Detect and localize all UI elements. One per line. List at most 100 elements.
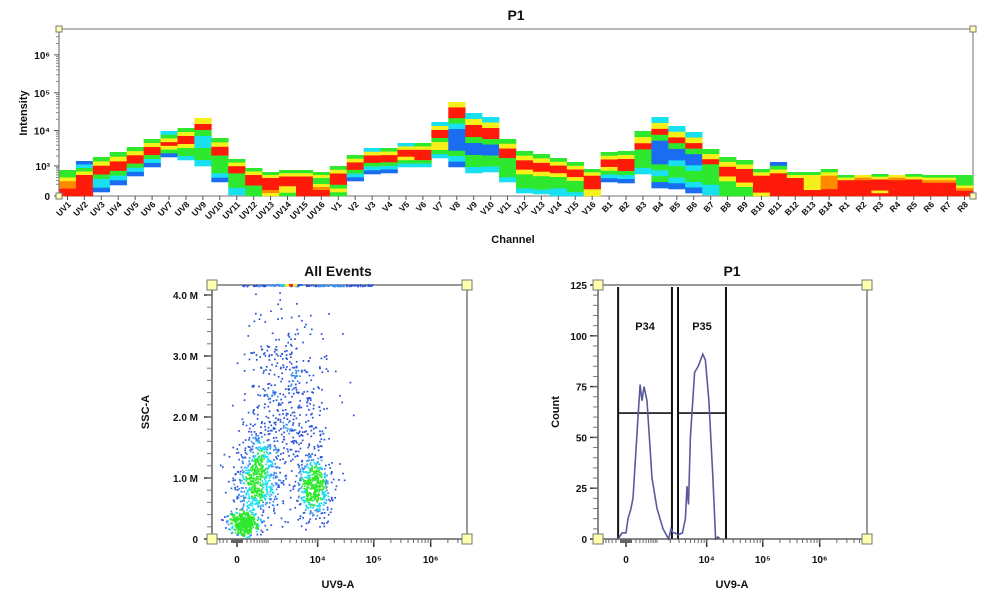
density-band: [431, 126, 449, 131]
event-dot: [253, 443, 255, 445]
event-dot: [311, 470, 313, 472]
density-band: [228, 169, 246, 174]
channel-tick-label: UV8: [173, 199, 192, 218]
event-dot: [308, 443, 311, 445]
event-dot: [280, 398, 283, 401]
event-dot: [302, 360, 305, 362]
resize-handle[interactable]: [592, 279, 604, 291]
resize-handle[interactable]: [969, 25, 977, 33]
event-dot: [288, 401, 290, 404]
event-dot: [305, 430, 307, 433]
event-dot: [280, 428, 282, 430]
resize-handle[interactable]: [861, 279, 873, 291]
density-band: [312, 193, 331, 197]
resize-handle[interactable]: [55, 25, 63, 33]
density-band: [245, 188, 263, 193]
resize-handle[interactable]: [461, 279, 473, 291]
gate-P35[interactable]: P35: [677, 287, 727, 539]
event-dot: [271, 363, 273, 366]
event-dot: [267, 474, 270, 476]
density-band: [228, 166, 246, 171]
density-band: [295, 186, 314, 190]
channel-tick-label: B8: [718, 199, 733, 214]
event-dot: [269, 401, 272, 404]
event-dot: [288, 455, 290, 457]
event-dot: [307, 494, 310, 497]
event-dot: [230, 487, 233, 490]
event-dot: [299, 517, 301, 520]
event-dot: [264, 498, 267, 501]
event-dot: [255, 439, 258, 442]
density-band: [211, 151, 229, 156]
resize-handle[interactable]: [861, 533, 873, 545]
event-dot: [236, 532, 239, 535]
event-dot: [262, 448, 264, 451]
event-dot: [309, 471, 312, 473]
event-dot: [262, 441, 265, 444]
density-band: [346, 166, 364, 171]
density-band: [431, 138, 449, 143]
density-band: [312, 172, 331, 176]
resize-handle[interactable]: [969, 192, 977, 200]
event-dot: [317, 480, 320, 482]
event-dot: [250, 440, 253, 443]
event-dot: [248, 474, 250, 476]
channel-column-UV4: [109, 152, 128, 186]
event-dot: [236, 519, 238, 522]
event-dot: [306, 479, 309, 482]
event-dot: [288, 336, 291, 338]
channel-column-V15: [566, 161, 585, 197]
resize-handles[interactable]: [55, 25, 977, 545]
event-dot: [305, 460, 308, 462]
density-band: [854, 188, 872, 192]
event-dot: [254, 482, 257, 484]
event-dot: [268, 432, 271, 435]
density-band: [211, 138, 229, 143]
event-dot: [247, 500, 250, 503]
density-band: [685, 132, 703, 138]
resize-handle[interactable]: [592, 533, 604, 545]
resize-handle[interactable]: [206, 533, 218, 545]
event-dot: [313, 461, 316, 464]
event-dot: [309, 456, 312, 458]
resize-handle[interactable]: [55, 192, 63, 200]
density-band: [448, 107, 466, 114]
event-dot: [253, 523, 256, 526]
resize-handle[interactable]: [206, 279, 218, 291]
event-dot: [315, 475, 317, 478]
event-dot: [278, 413, 281, 416]
density-band: [59, 188, 77, 193]
channel-tick-label: B11: [766, 199, 784, 217]
density-band: [956, 177, 974, 181]
channel-column-UV15: [295, 169, 314, 197]
density-band: [532, 171, 551, 177]
event-dot: [316, 510, 319, 513]
event-dot: [319, 445, 322, 447]
channel-column-B12: [786, 172, 805, 197]
event-dot: [311, 499, 314, 502]
event-dot: [240, 528, 243, 531]
event-dot: [278, 402, 280, 405]
spectrum-plot[interactable]: P1 UV1UV2UV3UV4UV5UV6UV7UV8UV9UV10UV11UV…: [18, 7, 974, 246]
x-tick-label: 0: [623, 555, 629, 566]
event-dot: [245, 509, 248, 511]
gate-P34[interactable]: P34: [617, 287, 673, 539]
event-dot: [315, 470, 318, 472]
scatter-x-label: UV9-A: [321, 579, 354, 591]
event-dot: [275, 436, 278, 439]
event-dot: [282, 409, 284, 412]
event-dot: [268, 460, 270, 463]
resize-handle[interactable]: [461, 533, 473, 545]
histogram-gates[interactable]: P34 P35: [617, 287, 727, 539]
event-dot: [303, 482, 306, 484]
density-band: [279, 169, 297, 174]
event-dot: [248, 358, 251, 361]
event-dot: [311, 473, 314, 476]
event-dot: [305, 471, 308, 474]
event-dot: [247, 465, 249, 468]
event-dot: [274, 477, 277, 479]
density-band: [566, 192, 585, 197]
event-dot: [317, 494, 320, 497]
